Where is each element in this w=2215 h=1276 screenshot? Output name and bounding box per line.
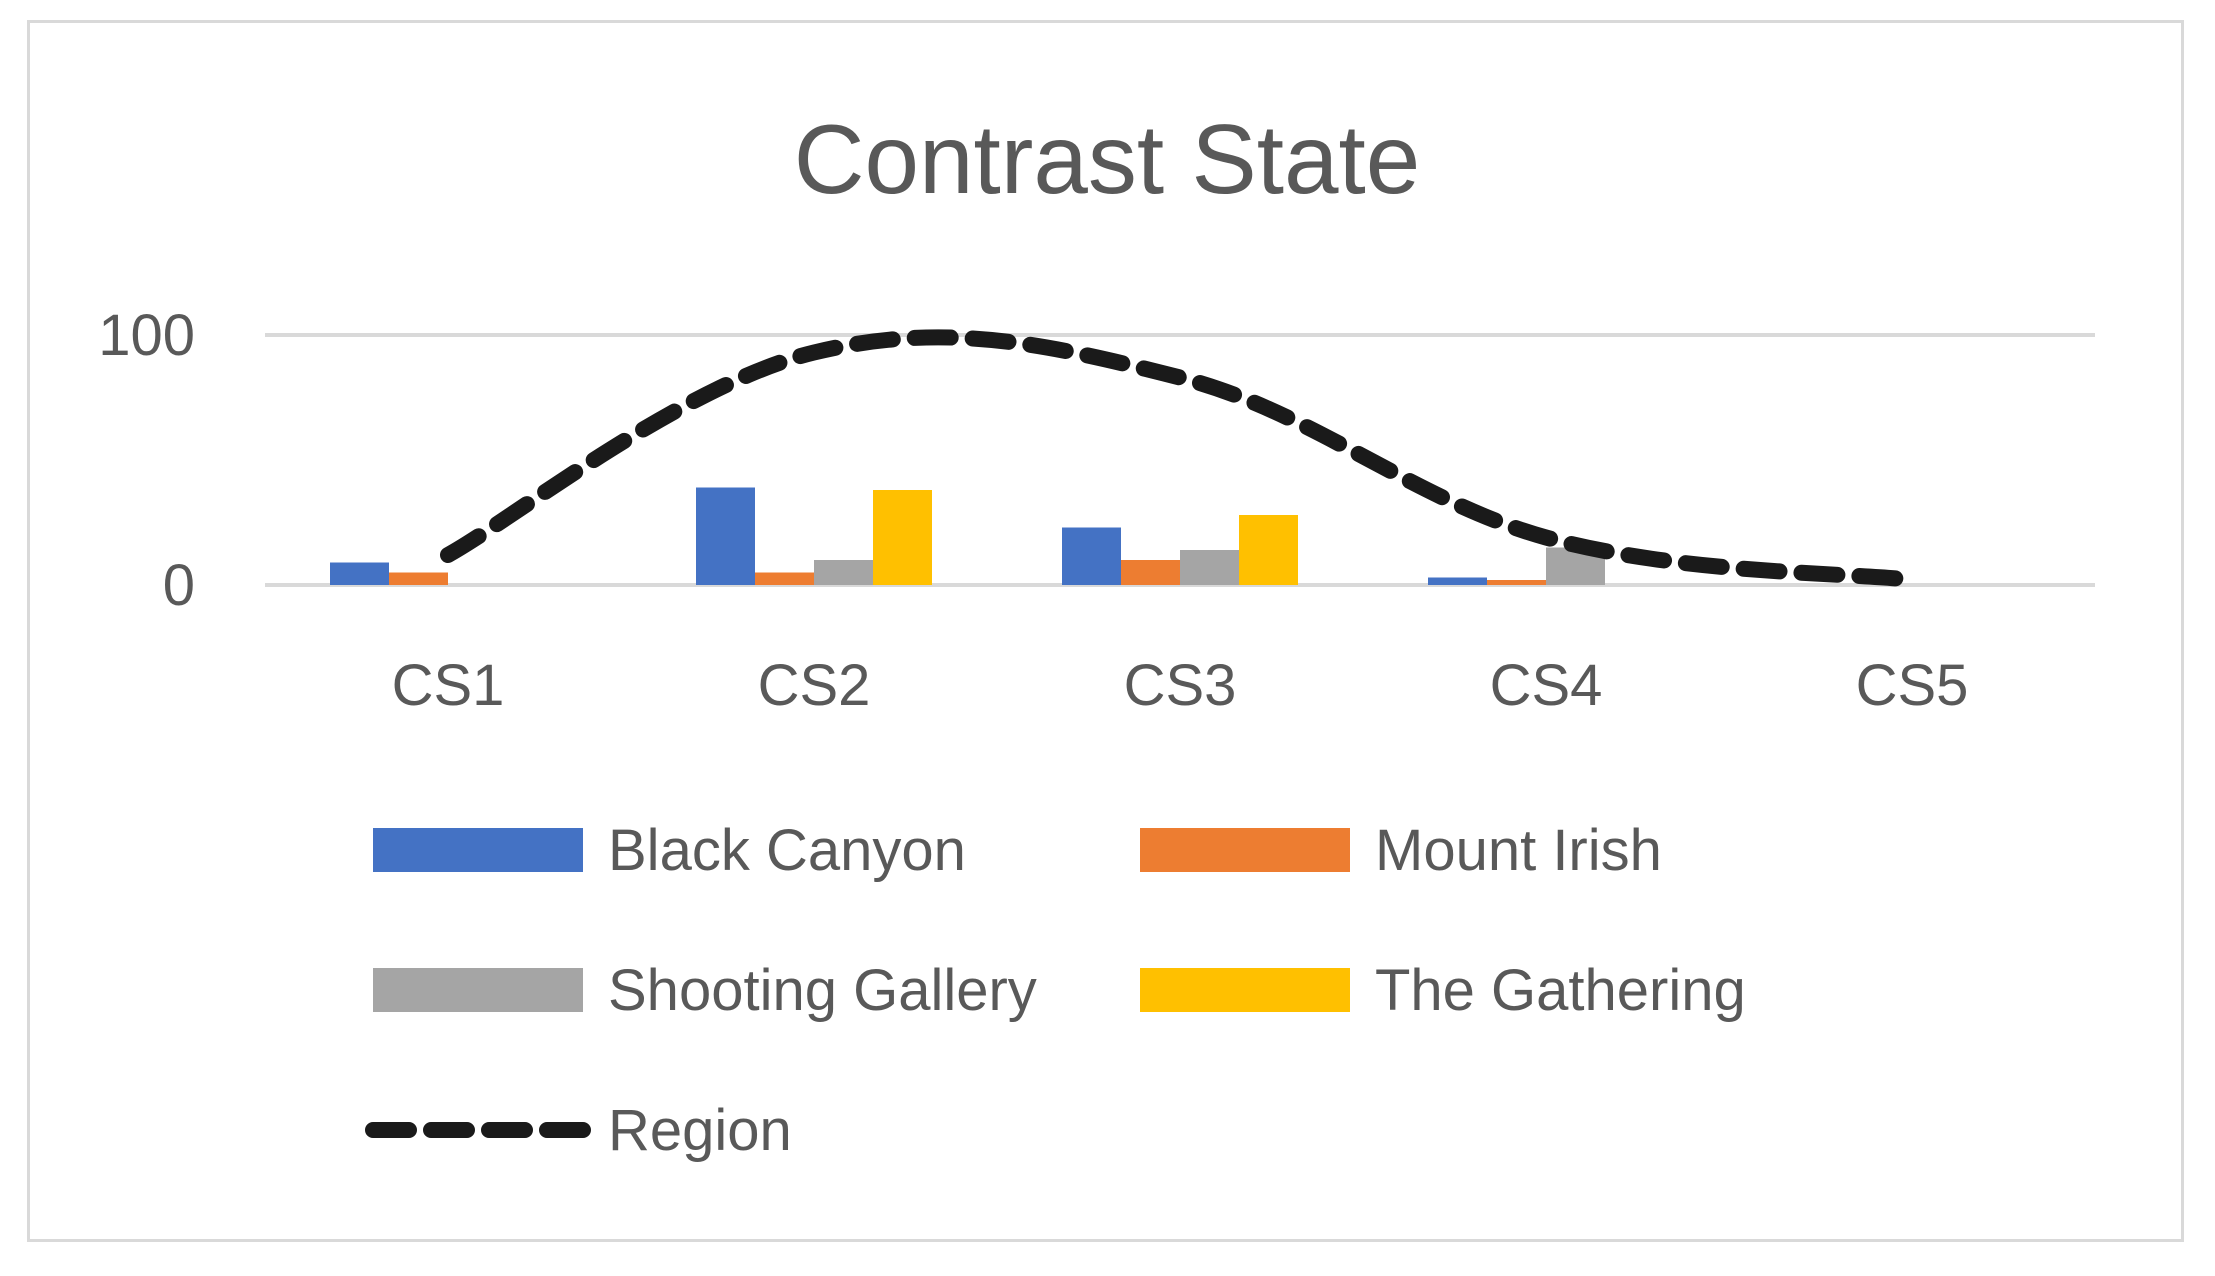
legend-item-the-gathering: The Gathering — [1140, 958, 1746, 1023]
bar-black-canyon-cs3 — [1062, 527, 1121, 585]
line-point-cs5 — [1911, 579, 1913, 581]
region-line — [440, 329, 1920, 588]
legend-label: Region — [608, 1098, 792, 1163]
x-axis-ticks: CS1 CS2 CS3 CS4 CS5 — [392, 653, 1969, 718]
line-region — [440, 329, 1920, 588]
x-tick-label-cs2: CS2 — [758, 653, 871, 718]
bar-black-canyon-cs2 — [696, 487, 755, 585]
legend-swatch — [373, 828, 583, 872]
y-axis-ticks: 0 100 — [98, 303, 195, 618]
legend-swatch — [1140, 968, 1350, 1012]
x-tick-label-cs5: CS5 — [1856, 653, 1969, 718]
legend-item-shooting-gallery: Shooting Gallery — [373, 958, 1037, 1023]
legend-swatch — [373, 968, 583, 1012]
y-tick-label: 100 — [98, 303, 195, 368]
bar-shooting-gallery-cs2 — [814, 560, 873, 585]
bar-mount-irish-cs2 — [755, 572, 814, 585]
legend-label: Mount Irish — [1375, 818, 1662, 883]
line-point-cs4 — [1545, 537, 1547, 539]
legend-item-black-canyon: Black Canyon — [373, 818, 966, 883]
chart-title: Contrast State — [794, 104, 1420, 214]
bar-shooting-gallery-cs3 — [1180, 550, 1239, 585]
line-point-cs2 — [813, 352, 815, 354]
legend-item-region: Region — [365, 1098, 792, 1163]
bar-mount-irish-cs1 — [389, 572, 448, 585]
x-tick-label-cs1: CS1 — [392, 653, 505, 718]
bars — [330, 487, 1605, 585]
line-point-cs3 — [1179, 377, 1181, 379]
bar-mount-irish-cs4 — [1487, 580, 1546, 585]
legend-label: Shooting Gallery — [608, 958, 1037, 1023]
y-tick-label: 0 — [163, 553, 195, 618]
legend-label: Black Canyon — [608, 818, 966, 883]
bar-the-gathering-cs2 — [873, 490, 932, 585]
chart-frame — [27, 20, 2184, 1242]
line-point-cs1 — [447, 554, 449, 556]
bar-black-canyon-cs4 — [1428, 577, 1487, 585]
legend-item-mount-irish: Mount Irish — [1140, 818, 1662, 883]
bar-the-gathering-cs3 — [1239, 515, 1298, 585]
legend: Black Canyon Mount Irish Shooting Gallery T… — [365, 818, 1746, 1163]
x-tick-label-cs4: CS4 — [1490, 653, 1603, 718]
bar-black-canyon-cs1 — [330, 562, 389, 585]
legend-label: The Gathering — [1375, 958, 1746, 1023]
x-tick-label-cs3: CS3 — [1124, 653, 1237, 718]
bar-mount-irish-cs3 — [1121, 560, 1180, 585]
legend-swatch — [1140, 828, 1350, 872]
